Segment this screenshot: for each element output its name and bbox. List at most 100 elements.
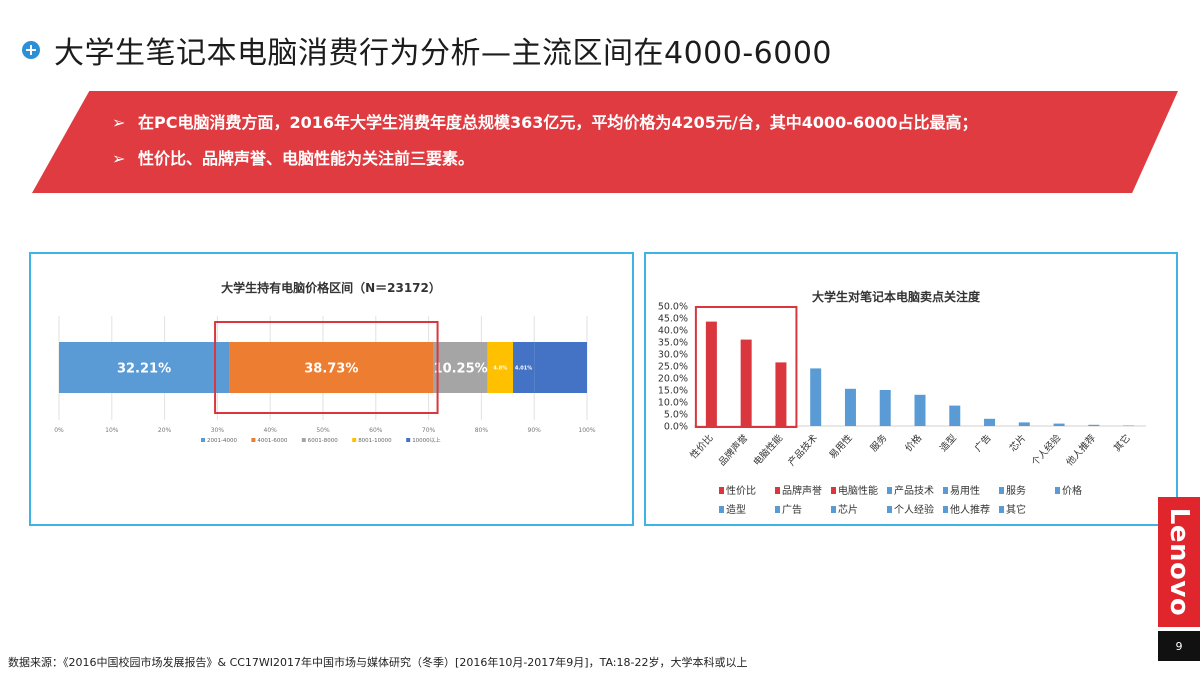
x-tick-label: 产品技术 — [786, 432, 821, 469]
bar-segment — [513, 342, 535, 393]
legend-swatch — [251, 438, 256, 442]
bar-segment — [229, 342, 434, 393]
legend-label: 他人推荐 — [950, 503, 990, 516]
bar — [914, 394, 926, 426]
legend-swatch — [831, 487, 836, 494]
data-label: 10.25% — [434, 361, 488, 376]
x-tick-label: 服务 — [868, 432, 890, 455]
legend-swatch — [301, 438, 306, 442]
legend-label: 其它 — [1006, 503, 1026, 516]
legend-label: 产品技术 — [894, 484, 934, 497]
bar — [984, 418, 996, 426]
lenovo-logo-text: Lenovo — [1164, 507, 1195, 617]
x-tick-label: 30% — [211, 427, 225, 434]
bar — [1018, 422, 1030, 426]
x-tick-label: 他人推荐 — [1064, 432, 1099, 469]
legend-swatch — [831, 506, 836, 513]
legend-swatch — [719, 506, 724, 513]
x-tick-label: 100% — [578, 427, 595, 434]
plus-circle-icon — [22, 41, 40, 59]
highlight-box — [214, 321, 439, 414]
x-tick-label: 90% — [528, 427, 542, 434]
summary-bullet-1-text: 在PC电脑消费方面，2016年大学生消费年度总规模363亿元，平均价格为4205… — [138, 113, 978, 132]
bar — [810, 368, 822, 426]
bar — [705, 321, 717, 426]
legend-label: 易用性 — [950, 484, 980, 497]
page-number: 9 — [1158, 631, 1200, 661]
data-source-footer: 数据来源：《2016中国校园市场发展报告》& CC17WI2017年中国市场与媒… — [8, 656, 748, 669]
legend-swatch — [775, 506, 780, 513]
bar-segment — [534, 342, 587, 393]
data-label: 32.21% — [117, 361, 171, 376]
y-tick-label: 15.0% — [658, 386, 688, 397]
y-tick-label: 30.0% — [658, 350, 688, 361]
legend-label: 价格 — [1062, 484, 1082, 497]
bar — [1053, 423, 1065, 426]
bar — [740, 339, 752, 426]
legend-label: 10000以上 — [412, 436, 441, 444]
x-tick-label: 个人经验 — [1029, 432, 1064, 469]
highlight-box — [694, 306, 798, 428]
title-row: 大学生笔记本电脑消费行为分析—主流区间在4000-6000 — [22, 30, 833, 71]
x-tick-label: 0% — [54, 427, 64, 434]
y-tick-label: 10.0% — [658, 398, 688, 409]
y-tick-label: 0.0% — [664, 422, 688, 433]
x-tick-label: 40% — [264, 427, 278, 434]
x-tick-label: 芯片 — [1007, 432, 1029, 454]
price-range-chart-panel: 大学生持有电脑价格区间（N＝23172） 0% 10% 20% 30% 40% 50% 60%… — [29, 252, 634, 526]
legend-label: 芯片 — [838, 503, 858, 516]
legend-label: 个人经验 — [894, 503, 934, 516]
bar-segment — [433, 342, 488, 393]
legend-swatch — [999, 487, 1004, 494]
legend-swatch — [943, 506, 948, 513]
legend-label: 8001-10000 — [358, 438, 392, 444]
legend-label: 品牌声誉 — [782, 484, 822, 497]
bar — [844, 388, 856, 426]
y-tick-label: 35.0% — [658, 338, 688, 349]
y-tick-label: 25.0% — [658, 362, 688, 373]
legend-label: 4001-6000 — [257, 438, 287, 444]
legend-swatch — [352, 438, 357, 442]
bar — [1088, 424, 1100, 426]
legend-label: 服务 — [1006, 484, 1026, 497]
bullet-arrow-icon: ➢ — [112, 149, 126, 168]
legend-swatch — [887, 487, 892, 494]
legend-swatch — [719, 487, 724, 494]
feature-attention-chart: 大学生对笔记本电脑卖点关注度 0.0%5.0%10.0%15.0%20.0%25.… — [658, 289, 1146, 516]
y-tick-label: 45.0% — [658, 314, 688, 325]
legend-label: 造型 — [726, 503, 746, 516]
x-tick-label: 电脑性能 — [751, 432, 786, 469]
chart-title: 大学生对笔记本电脑卖点关注度 — [812, 289, 981, 304]
legend-swatch — [201, 438, 205, 442]
bar — [775, 362, 787, 426]
legend-swatch — [1055, 487, 1060, 494]
x-tick-label: 60% — [369, 427, 383, 434]
x-tick-label: 10% — [105, 427, 119, 434]
y-tick-label: 40.0% — [658, 326, 688, 337]
summary-bullet-2-text: 性价比、品牌声誉、电脑性能为关注前三要素。 — [138, 149, 475, 168]
lenovo-logo: Lenovo — [1158, 497, 1200, 627]
legend-label: 性价比 — [726, 484, 756, 497]
data-label: 4.8% — [493, 365, 507, 371]
legend-swatch — [943, 487, 948, 494]
y-tick-label: 5.0% — [664, 410, 688, 421]
bar-segment — [487, 342, 514, 393]
x-tick-label: 50% — [316, 427, 330, 434]
x-tick-label: 造型 — [937, 432, 959, 455]
summary-banner: ➢ 在PC电脑消费方面，2016年大学生消费年度总规模363亿元，平均价格为420… — [32, 91, 1178, 193]
legend-label: 电脑性能 — [838, 484, 878, 497]
y-tick-label: 20.0% — [658, 374, 688, 385]
bar-segment — [59, 342, 230, 393]
x-tick-label: 广告 — [972, 432, 994, 454]
legend-label: 2001-4000 — [207, 438, 237, 444]
legend-label: 6001-8000 — [308, 438, 338, 444]
summary-bullet-2: ➢ 性价比、品牌声誉、电脑性能为关注前三要素。 — [112, 145, 474, 169]
bar — [879, 390, 891, 426]
chart-title: 大学生持有电脑价格区间（N＝23172） — [221, 280, 441, 295]
page-title: 大学生笔记本电脑消费行为分析—主流区间在4000-6000 — [54, 36, 833, 71]
summary-bullet-1: ➢ 在PC电脑消费方面，2016年大学生消费年度总规模363亿元，平均价格为420… — [112, 109, 977, 133]
feature-attention-chart-panel: 大学生对笔记本电脑卖点关注度 0.0% 5.0% 10.0% 15.0% 20.0% 25.… — [644, 252, 1178, 526]
y-tick-label: 50.0% — [658, 302, 688, 313]
x-tick-label: 70% — [422, 427, 436, 434]
legend-label: 广告 — [782, 503, 802, 516]
